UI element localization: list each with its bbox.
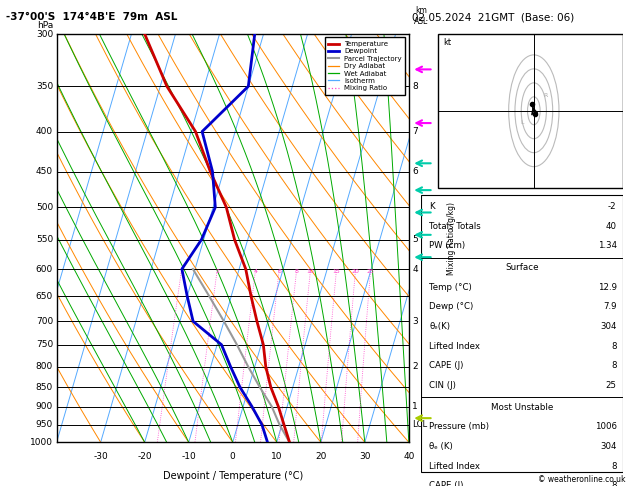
Text: 8: 8 xyxy=(611,361,616,370)
Text: 1.34: 1.34 xyxy=(598,241,616,250)
Text: -10: -10 xyxy=(181,452,196,462)
Text: 850: 850 xyxy=(36,382,53,392)
Text: 40: 40 xyxy=(606,222,616,230)
Text: 4: 4 xyxy=(413,264,418,274)
Text: 8: 8 xyxy=(611,342,616,350)
Text: 15: 15 xyxy=(333,269,340,274)
Text: 8: 8 xyxy=(611,481,616,486)
Text: © weatheronline.co.uk: © weatheronline.co.uk xyxy=(538,474,626,484)
Text: 10: 10 xyxy=(307,269,314,274)
Text: Pressure (mb): Pressure (mb) xyxy=(430,422,489,431)
Text: 20: 20 xyxy=(315,452,326,462)
Text: 550: 550 xyxy=(36,235,53,244)
Text: 600: 600 xyxy=(36,264,53,274)
Text: 20: 20 xyxy=(352,269,360,274)
Text: km
ASL: km ASL xyxy=(414,6,428,26)
Text: 5: 5 xyxy=(413,235,418,244)
Text: 3: 3 xyxy=(413,317,418,326)
Text: 900: 900 xyxy=(36,402,53,411)
Text: 650: 650 xyxy=(36,292,53,301)
Text: Most Unstable: Most Unstable xyxy=(491,402,553,412)
Legend: Temperature, Dewpoint, Parcel Trajectory, Dry Adiabat, Wet Adiabat, Isotherm, Mi: Temperature, Dewpoint, Parcel Trajectory… xyxy=(325,37,405,95)
Text: kt: kt xyxy=(443,38,452,47)
Text: 25: 25 xyxy=(606,381,616,390)
Text: R: R xyxy=(544,93,548,98)
Text: PW (cm): PW (cm) xyxy=(430,241,465,250)
Text: 2: 2 xyxy=(215,269,220,274)
Text: 350: 350 xyxy=(36,82,53,91)
Text: Lifted Index: Lifted Index xyxy=(430,342,481,350)
Text: 8: 8 xyxy=(295,269,299,274)
Text: Dewp (°C): Dewp (°C) xyxy=(430,302,474,311)
Text: 7: 7 xyxy=(413,127,418,136)
Text: Mixing Ratio (g/kg): Mixing Ratio (g/kg) xyxy=(447,202,455,275)
Text: 300: 300 xyxy=(36,30,53,38)
Text: 4: 4 xyxy=(253,269,258,274)
Text: 0: 0 xyxy=(230,452,236,462)
Text: 500: 500 xyxy=(36,203,53,212)
Text: -20: -20 xyxy=(137,452,152,462)
Text: K: K xyxy=(430,202,435,211)
Bar xyxy=(438,34,623,188)
Text: -2: -2 xyxy=(608,202,616,211)
Text: CIN (J): CIN (J) xyxy=(430,381,457,390)
Text: 10: 10 xyxy=(271,452,282,462)
Text: Surface: Surface xyxy=(505,263,539,272)
Text: θₑ (K): θₑ (K) xyxy=(430,442,454,451)
Text: L: L xyxy=(520,120,523,125)
Text: 6: 6 xyxy=(413,167,418,176)
Text: 8: 8 xyxy=(611,462,616,470)
Text: -37°00'S  174°4B'E  79m  ASL: -37°00'S 174°4B'E 79m ASL xyxy=(6,12,177,22)
Text: 1006: 1006 xyxy=(594,422,616,431)
Text: 304: 304 xyxy=(600,442,616,451)
Text: 12.9: 12.9 xyxy=(598,282,616,292)
Text: LCL: LCL xyxy=(413,420,428,429)
Text: 30: 30 xyxy=(359,452,370,462)
Text: 450: 450 xyxy=(36,167,53,176)
Text: 25: 25 xyxy=(367,269,375,274)
Text: 950: 950 xyxy=(36,420,53,429)
Text: 304: 304 xyxy=(600,322,616,331)
Text: 750: 750 xyxy=(36,340,53,349)
Text: 1: 1 xyxy=(413,402,418,411)
Text: 40: 40 xyxy=(403,452,415,462)
Text: CAPE (J): CAPE (J) xyxy=(430,481,464,486)
Text: 6: 6 xyxy=(277,269,281,274)
Text: θₑ(K): θₑ(K) xyxy=(430,322,450,331)
Text: Lifted Index: Lifted Index xyxy=(430,462,481,470)
Text: CAPE (J): CAPE (J) xyxy=(430,361,464,370)
Text: 1000: 1000 xyxy=(30,438,53,447)
Text: 400: 400 xyxy=(36,127,53,136)
Bar xyxy=(421,194,623,472)
Text: 1: 1 xyxy=(180,269,184,274)
Text: -30: -30 xyxy=(93,452,108,462)
Text: 700: 700 xyxy=(36,317,53,326)
Text: 02.05.2024  21GMT  (Base: 06): 02.05.2024 21GMT (Base: 06) xyxy=(412,12,574,22)
Text: Totals Totals: Totals Totals xyxy=(430,222,481,230)
Text: hPa: hPa xyxy=(37,21,53,30)
Text: 8: 8 xyxy=(413,82,418,91)
Text: Dewpoint / Temperature (°C): Dewpoint / Temperature (°C) xyxy=(163,471,303,481)
Text: 7.9: 7.9 xyxy=(603,302,616,311)
Text: Temp (°C): Temp (°C) xyxy=(430,282,472,292)
Text: 2: 2 xyxy=(413,362,418,371)
Text: 800: 800 xyxy=(36,362,53,371)
